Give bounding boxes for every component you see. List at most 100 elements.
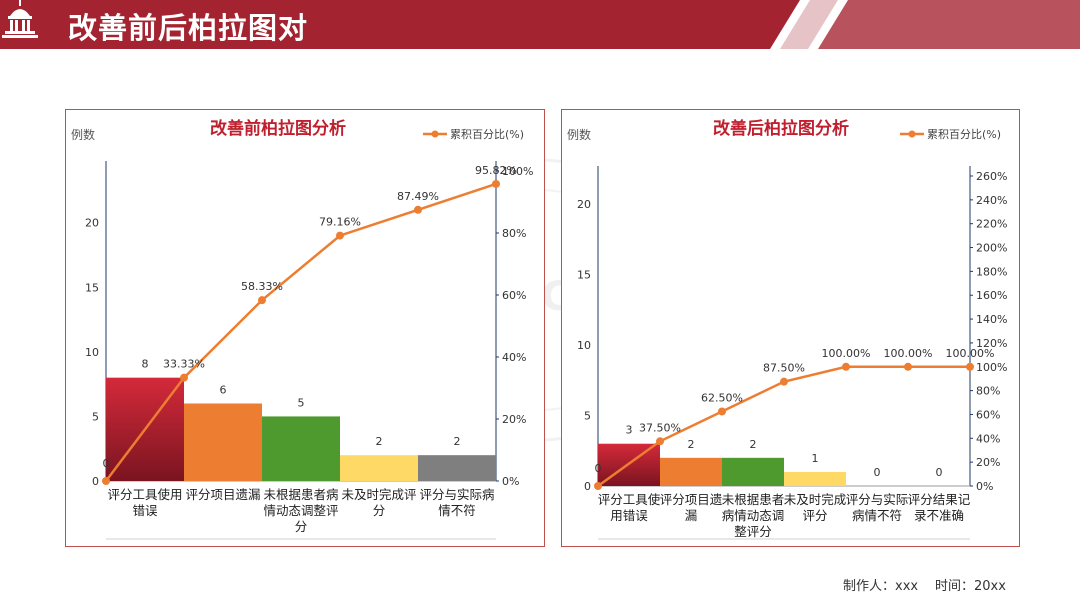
chart-before-legend-label: 累积百分比(%): [450, 128, 524, 141]
chart-before-cumulative-point: [258, 296, 266, 305]
chart-after-bar-label: 2: [750, 438, 757, 451]
chart-before-title: 改善前柏拉图分析: [210, 118, 346, 139]
chart-after-category-label: 评分结果记: [908, 492, 971, 507]
chart-after-bar-label: 0: [936, 466, 943, 479]
chart-after-cumulative-label: 100.00%: [822, 347, 871, 360]
chart-before-cumulative-label: 95.82%: [475, 164, 517, 177]
chart-after-category-label: 病情不符: [852, 508, 902, 523]
chart-before-bar: [262, 416, 340, 481]
chart-before-ytick: 15: [85, 281, 99, 294]
chart-after-category-label: 未根据患者: [722, 492, 785, 507]
chart-before-cumulative-label: 79.16%: [319, 216, 361, 229]
capitol-building-icon: [2, 0, 38, 38]
header-background: [0, 0, 1080, 49]
chart-before-cumulative-line: [105, 182, 497, 482]
chart-after-ytick: 5: [584, 410, 591, 423]
chart-before-category-label: 错误: [132, 503, 158, 518]
chart-after-category-label: 漏: [685, 508, 698, 523]
page-title: 改善前后柏拉图对: [68, 11, 309, 45]
chart-after-category-label: 评分与实际: [846, 492, 909, 507]
chart-before-bar-label: 2: [376, 435, 383, 448]
chart-after: 改善后柏拉图分析 例数 累积百分比(%) 051015200%20%40%60%…: [567, 118, 1007, 540]
chart-after-bar-label: 2: [688, 438, 695, 451]
chart-before-ytick: 20: [85, 217, 99, 230]
chart-after-category-label: 病情动态调: [722, 508, 785, 523]
chart-before-ytick: 0: [92, 475, 99, 488]
chart-before-cumulative-label: 0: [103, 457, 110, 470]
chart-before-cumulative-label: 58.33%: [241, 280, 283, 293]
chart-before-category-label: 分: [373, 503, 386, 518]
chart-before-category-label: 分: [295, 519, 308, 534]
chart-before-bar: [340, 455, 418, 481]
chart-after-cumulative-label: 100.00%: [946, 347, 995, 360]
footer-maker: 制作人：xxx: [843, 579, 919, 594]
chart-before-cumulative-label: 33.33%: [163, 358, 205, 371]
chart-after-cumulative-label: 37.50%: [639, 421, 681, 434]
chart-before-y2tick: 60%: [502, 289, 526, 302]
chart-after-cumulative-point: [594, 482, 602, 490]
chart-after-y2tick: 240%: [976, 194, 1007, 207]
chart-after-ytick: 0: [584, 480, 591, 493]
chart-before-category-label: 情动态调整评: [263, 503, 338, 518]
chart-after-cumulative-point: [966, 362, 974, 371]
chart-after-y2tick: 120%: [976, 337, 1007, 350]
chart-before-y2tick: 40%: [502, 351, 526, 364]
chart-before-ylabel: 例数: [71, 127, 95, 142]
chart-after-cumulative-label: 0: [595, 462, 602, 475]
chart-after-ylabel: 例数: [567, 127, 591, 142]
chart-after-y2tick: 260%: [976, 170, 1007, 183]
chart-before-y2tick: 100%: [502, 165, 533, 178]
chart-after-bar: [722, 457, 784, 486]
chart-after-cumulative-label: 100.00%: [884, 347, 933, 360]
chart-after-category-label: 用错误: [610, 508, 648, 523]
chart-after-y2tick: 200%: [976, 242, 1007, 255]
chart-before-bar-label: 6: [220, 384, 227, 397]
chart-before-category-label: 情不符: [438, 503, 476, 518]
chart-after-bar: [784, 471, 846, 486]
chart-before-category-label: 评分工具使用: [107, 487, 182, 502]
chart-after-y2tick: 20%: [976, 456, 1000, 469]
chart-before-cumulative-point: [492, 179, 500, 188]
chart-before-y2tick: 20%: [502, 413, 526, 426]
chart-after-title: 改善后柏拉图分析: [713, 118, 849, 139]
chart-before-bar: [184, 403, 262, 481]
chart-before-cumulative-point: [180, 373, 188, 382]
chart-after-y2tick: 220%: [976, 218, 1007, 231]
chart-after-cumulative-point: [904, 362, 912, 371]
footer-time: 时间：20xx: [935, 579, 1006, 594]
chart-after-y2tick: 40%: [976, 432, 1000, 445]
header-banner: 改善前后柏拉图对: [0, 0, 1080, 49]
chart-after-category-label: 评分项目遗: [660, 492, 723, 507]
chart-after-category-label: 整评分: [734, 524, 772, 539]
chart-before-cumulative-point: [102, 477, 110, 485]
chart-before-category-label: 未根据患者病: [263, 487, 338, 502]
chart-after-bar: [660, 457, 722, 486]
chart-after-cumulative-point: [780, 377, 788, 386]
chart-before-cumulative-label: 87.49%: [397, 190, 439, 203]
chart-before-category-label: 未及时完成评: [341, 487, 416, 502]
chart-after-cumulative-label: 87.50%: [763, 362, 805, 375]
chart-before-cumulative-point: [414, 205, 422, 214]
chart-after-bar-label: 0: [874, 466, 881, 479]
chart-after-legend-label: 累积百分比(%): [927, 128, 1001, 141]
chart-before-bar: [418, 455, 496, 481]
chart-before-y2tick: 80%: [502, 227, 526, 240]
chart-after-y2tick: 160%: [976, 289, 1007, 302]
chart-after-ytick: 20: [577, 198, 591, 211]
chart-after-legend: 累积百分比(%): [900, 128, 1001, 141]
chart-after-ytick: 15: [577, 269, 591, 282]
chart-before-ytick: 10: [85, 346, 99, 359]
chart-before-y2tick: 0%: [502, 475, 519, 488]
chart-before-category-label: 评分项目遗漏: [185, 487, 260, 502]
chart-before-bar-label: 2: [454, 435, 461, 448]
chart-after-cumulative-point: [656, 437, 664, 446]
chart-before-panel: 改善前柏拉图分析 例数 累积百分比(%) 0 5 10 15 20 0% 20% 40% 60%…: [65, 109, 545, 547]
chart-after-cumulative-label: 62.50%: [701, 391, 743, 404]
chart-after-category-label: 评分: [802, 508, 827, 523]
chart-after-cumulative-point: [718, 407, 726, 416]
chart-after-y2tick: 60%: [976, 408, 1000, 421]
chart-after-panel: 改善后柏拉图分析 例数 累积百分比(%) 0 5 10 15 20 0% 20% 40% 60%…: [561, 109, 1020, 547]
chart-before: 改善前柏拉图分析 例数 累积百分比(%) 051015200%20%40%60%…: [71, 118, 533, 540]
chart-before-ytick: 5: [92, 410, 99, 423]
chart-after-y2tick: 180%: [976, 265, 1007, 278]
